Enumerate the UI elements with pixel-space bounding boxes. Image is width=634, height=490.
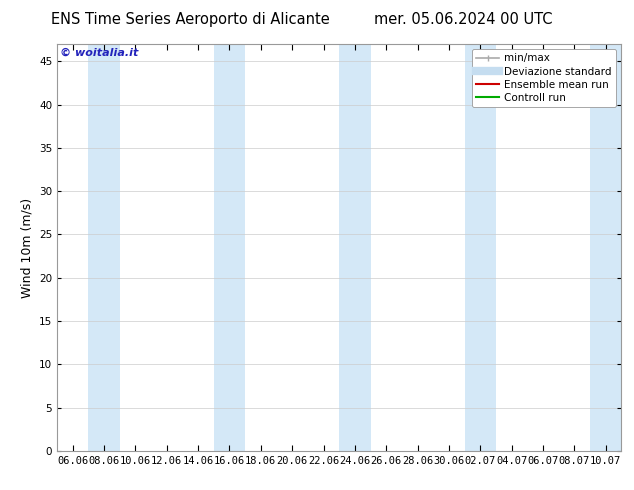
Bar — [88, 44, 120, 451]
Bar — [339, 44, 370, 451]
Text: ENS Time Series Aeroporto di Alicante: ENS Time Series Aeroporto di Alicante — [51, 12, 330, 27]
Bar — [590, 44, 621, 451]
Y-axis label: Wind 10m (m/s): Wind 10m (m/s) — [20, 197, 34, 297]
Legend: min/max, Deviazione standard, Ensemble mean run, Controll run: min/max, Deviazione standard, Ensemble m… — [472, 49, 616, 107]
Bar — [214, 44, 245, 451]
Text: © woitalia.it: © woitalia.it — [60, 48, 138, 58]
Bar — [465, 44, 496, 451]
Text: mer. 05.06.2024 00 UTC: mer. 05.06.2024 00 UTC — [373, 12, 552, 27]
